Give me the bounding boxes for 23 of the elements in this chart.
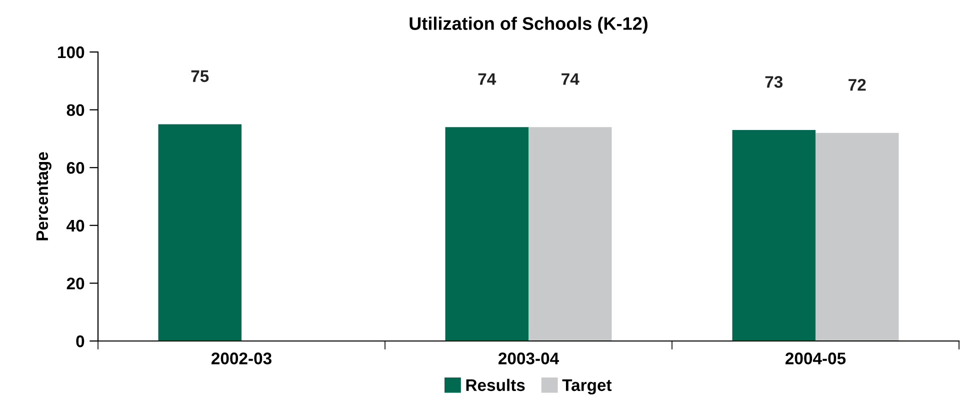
x-tick-label: 2003-04 [498, 352, 559, 364]
legend-label: Results [466, 378, 525, 392]
chart-title: Utilization of Schools (K-12) [410, 16, 648, 34]
y-tick-label: 20 [66, 278, 84, 290]
data-label: 74 [562, 73, 580, 85]
y-tick-label: 100 [58, 46, 84, 58]
bar [732, 130, 816, 341]
data-label: 72 [848, 78, 866, 91]
data-label: 74 [478, 73, 496, 85]
bar [816, 132, 899, 341]
y-tick-label: 60 [66, 162, 84, 174]
y-tick-label: 80 [66, 104, 84, 116]
data-label: 75 [191, 70, 209, 82]
x-tick-label: 2004-05 [786, 352, 846, 364]
bar [528, 127, 612, 341]
x-tick-label: 2002-03 [212, 352, 272, 364]
bar [158, 124, 242, 341]
data-label: 73 [765, 76, 783, 88]
y-tick-label: 40 [66, 220, 84, 232]
legend-label: Target [562, 379, 612, 394]
y-axis-title: Percentage [36, 152, 52, 240]
bar [445, 127, 528, 341]
y-tick-label: 0 [76, 335, 84, 348]
